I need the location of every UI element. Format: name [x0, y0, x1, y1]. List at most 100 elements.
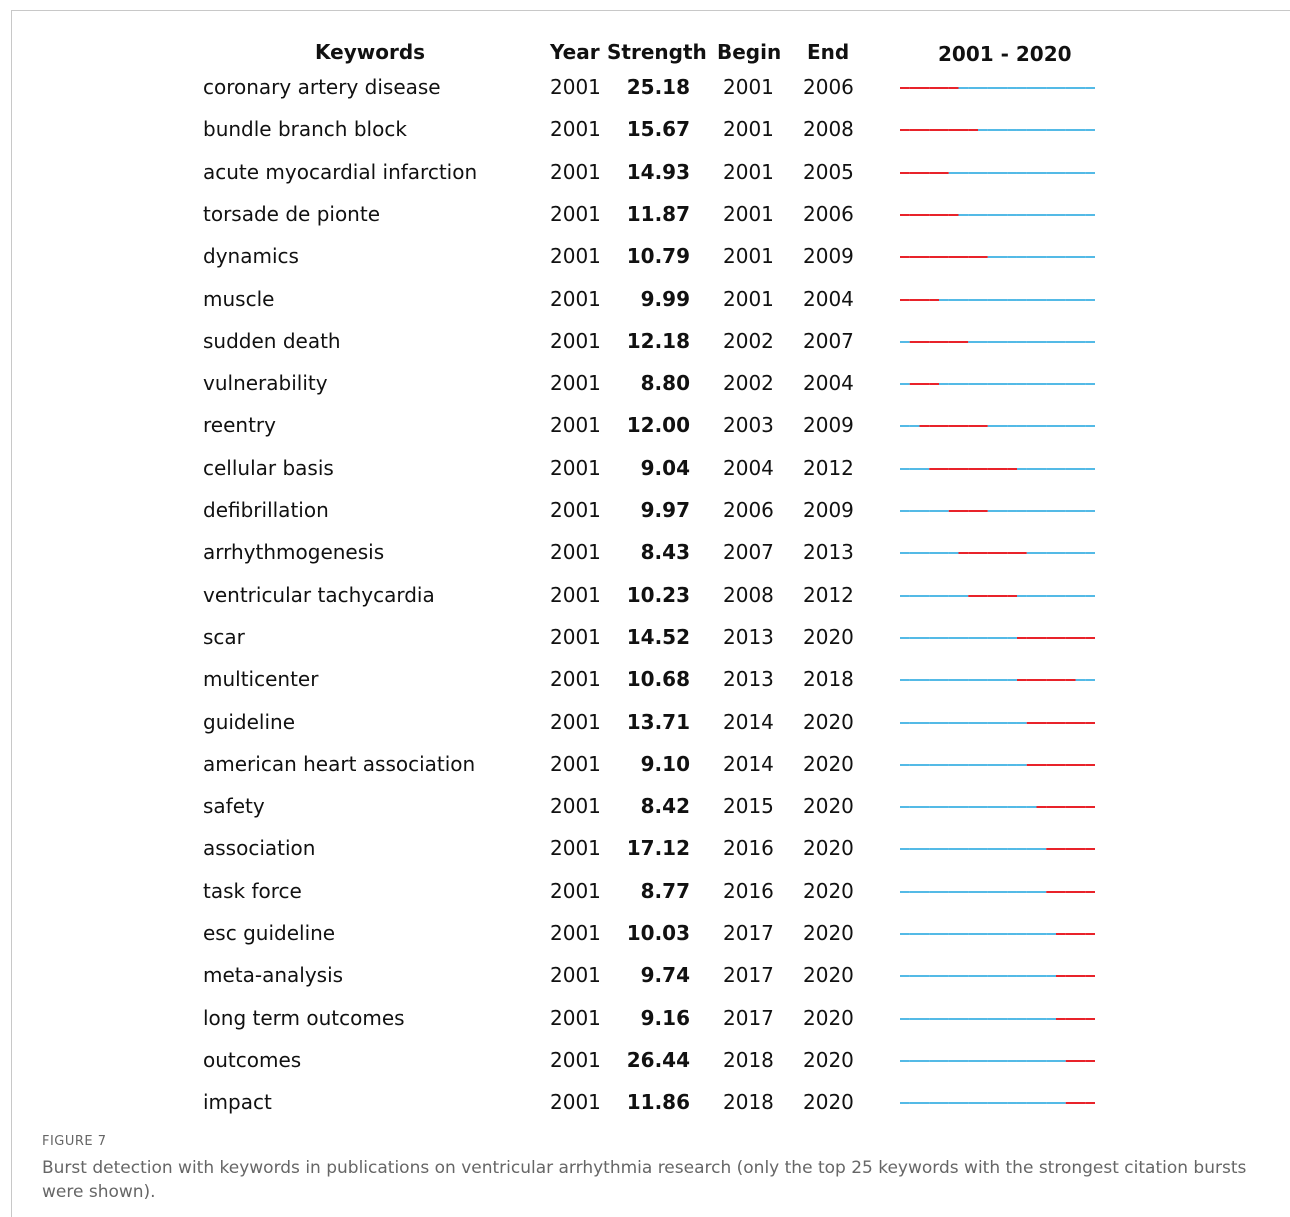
begin-cell: 2001	[723, 159, 774, 184]
year-cell: 2001	[550, 1090, 601, 1115]
end-cell: 2020	[803, 751, 854, 776]
keyword-cell: association	[203, 836, 316, 861]
keyword-cell: esc guideline	[203, 921, 336, 945]
year-cell: 2001	[550, 540, 601, 565]
table-row: guideline 2001 13.71 2014 2020	[0, 710, 1290, 752]
keyword-cell: dynamics	[203, 244, 299, 269]
end-cell: 2009	[803, 498, 854, 522]
table-row: torsade de pionte 2001 11.87 2001 2006	[0, 202, 1290, 244]
strength-cell: 10.23	[626, 582, 690, 607]
begin-cell: 2003	[723, 413, 774, 438]
end-cell: 2020	[803, 1005, 854, 1030]
end-cell: 2020	[803, 709, 854, 734]
table-row: ventricular tachycardia 2001 10.23 2008 2012	[0, 583, 1290, 625]
year-cell: 2001	[550, 878, 601, 903]
strength-cell: 9.97	[640, 498, 690, 522]
begin-cell: 2004	[723, 455, 774, 480]
strength-cell: 12.00	[626, 413, 690, 438]
burst-timeline	[900, 848, 1095, 851]
keyword-cell: safety	[203, 794, 265, 819]
figure-caption: Burst detection with keywords in publica…	[42, 1158, 1247, 1202]
begin-cell: 2001	[723, 201, 774, 226]
strength-cell: 14.93	[626, 159, 690, 184]
header-keywords: Keywords	[315, 40, 426, 64]
table-row: meta-analysis 2001 9.74 2017 2020	[0, 963, 1290, 1005]
burst-timeline	[900, 933, 1095, 935]
keyword-cell: outcomes	[203, 1047, 302, 1072]
end-cell: 2020	[803, 878, 854, 903]
keyword-cell: multicenter	[203, 667, 319, 692]
header-year: Year	[550, 40, 600, 64]
burst-timeline	[900, 510, 1095, 512]
year-cell: 2001	[550, 286, 601, 311]
begin-cell: 2013	[723, 624, 774, 649]
year-cell: 2001	[550, 159, 601, 184]
burst-timeline	[900, 129, 1095, 132]
table-row: long term outcomes 2001 9.16 2017 2020	[0, 1006, 1290, 1048]
strength-cell: 10.68	[626, 667, 690, 692]
strength-cell: 25.18	[626, 75, 690, 99]
burst-timeline	[900, 806, 1095, 809]
end-cell: 2004	[803, 286, 854, 311]
begin-cell: 2001	[723, 244, 774, 269]
table-row: cellular basis 2001 9.04 2004 2012	[0, 456, 1290, 498]
table-row: dynamics 2001 10.79 2001 2009	[0, 244, 1290, 286]
year-cell: 2001	[550, 624, 601, 649]
year-cell: 2001	[550, 751, 601, 776]
burst-timeline	[900, 679, 1095, 682]
table-row: vulnerability 2001 8.80 2002 2004	[0, 371, 1290, 413]
burst-timeline	[900, 975, 1095, 978]
keyword-cell: acute myocardial infarction	[203, 159, 478, 184]
begin-cell: 2006	[723, 498, 774, 522]
keyword-cell: long term outcomes	[203, 1005, 405, 1030]
table-row: arrhythmogenesis 2001 8.43 2007 2013	[0, 540, 1290, 582]
begin-cell: 2017	[723, 921, 774, 945]
keyword-cell: muscle	[203, 286, 275, 311]
table-row: acute myocardial infarction 2001 14.93 2001…	[0, 160, 1290, 202]
keyword-cell: cellular basis	[203, 455, 334, 480]
strength-cell: 8.77	[640, 878, 690, 903]
header-range: 2001 - 2020	[938, 42, 1072, 66]
year-cell: 2001	[550, 413, 601, 438]
strength-cell: 9.10	[640, 751, 690, 776]
strength-cell: 17.12	[626, 836, 690, 861]
strength-cell: 9.16	[640, 1005, 690, 1030]
keyword-cell: defibrillation	[203, 498, 329, 522]
end-cell: 2012	[803, 455, 854, 480]
keyword-cell: torsade de pionte	[203, 201, 381, 226]
table-row: american heart association 2001 9.10 2014 20…	[0, 752, 1290, 794]
burst-timeline	[900, 171, 1095, 174]
table-row: multicenter 2001 10.68 2013 2018	[0, 667, 1290, 709]
strength-cell: 10.79	[626, 244, 690, 269]
end-cell: 2020	[803, 963, 854, 988]
end-cell: 2012	[803, 582, 854, 607]
end-cell: 2006	[803, 75, 854, 99]
begin-cell: 2001	[723, 75, 774, 99]
begin-cell: 2014	[723, 709, 774, 734]
burst-timeline	[900, 594, 1095, 597]
end-cell: 2009	[803, 244, 854, 269]
end-cell: 2020	[803, 1047, 854, 1072]
begin-cell: 2015	[723, 794, 774, 819]
end-cell: 2018	[803, 667, 854, 692]
year-cell: 2001	[550, 371, 601, 396]
burst-timeline	[900, 1102, 1095, 1105]
burst-timeline	[900, 1017, 1095, 1020]
header-end: End	[807, 40, 850, 64]
table-row: sudden death 2001 12.18 2002 2007	[0, 329, 1290, 371]
keyword-cell: arrhythmogenesis	[203, 540, 385, 565]
end-cell: 2009	[803, 413, 854, 438]
begin-cell: 2014	[723, 751, 774, 776]
year-cell: 2001	[550, 836, 601, 861]
begin-cell: 2001	[723, 117, 774, 142]
strength-cell: 26.44	[626, 1047, 690, 1072]
year-cell: 2001	[550, 667, 601, 692]
figure-label: FIGURE 7	[42, 1134, 107, 1149]
burst-timeline	[900, 763, 1095, 766]
table-row: muscle 2001 9.99 2001 2004	[0, 287, 1290, 329]
strength-cell: 8.43	[640, 540, 690, 565]
strength-cell: 11.86	[626, 1090, 690, 1115]
begin-cell: 2002	[723, 328, 774, 353]
burst-timeline	[900, 383, 1095, 386]
end-cell: 2004	[803, 371, 854, 396]
